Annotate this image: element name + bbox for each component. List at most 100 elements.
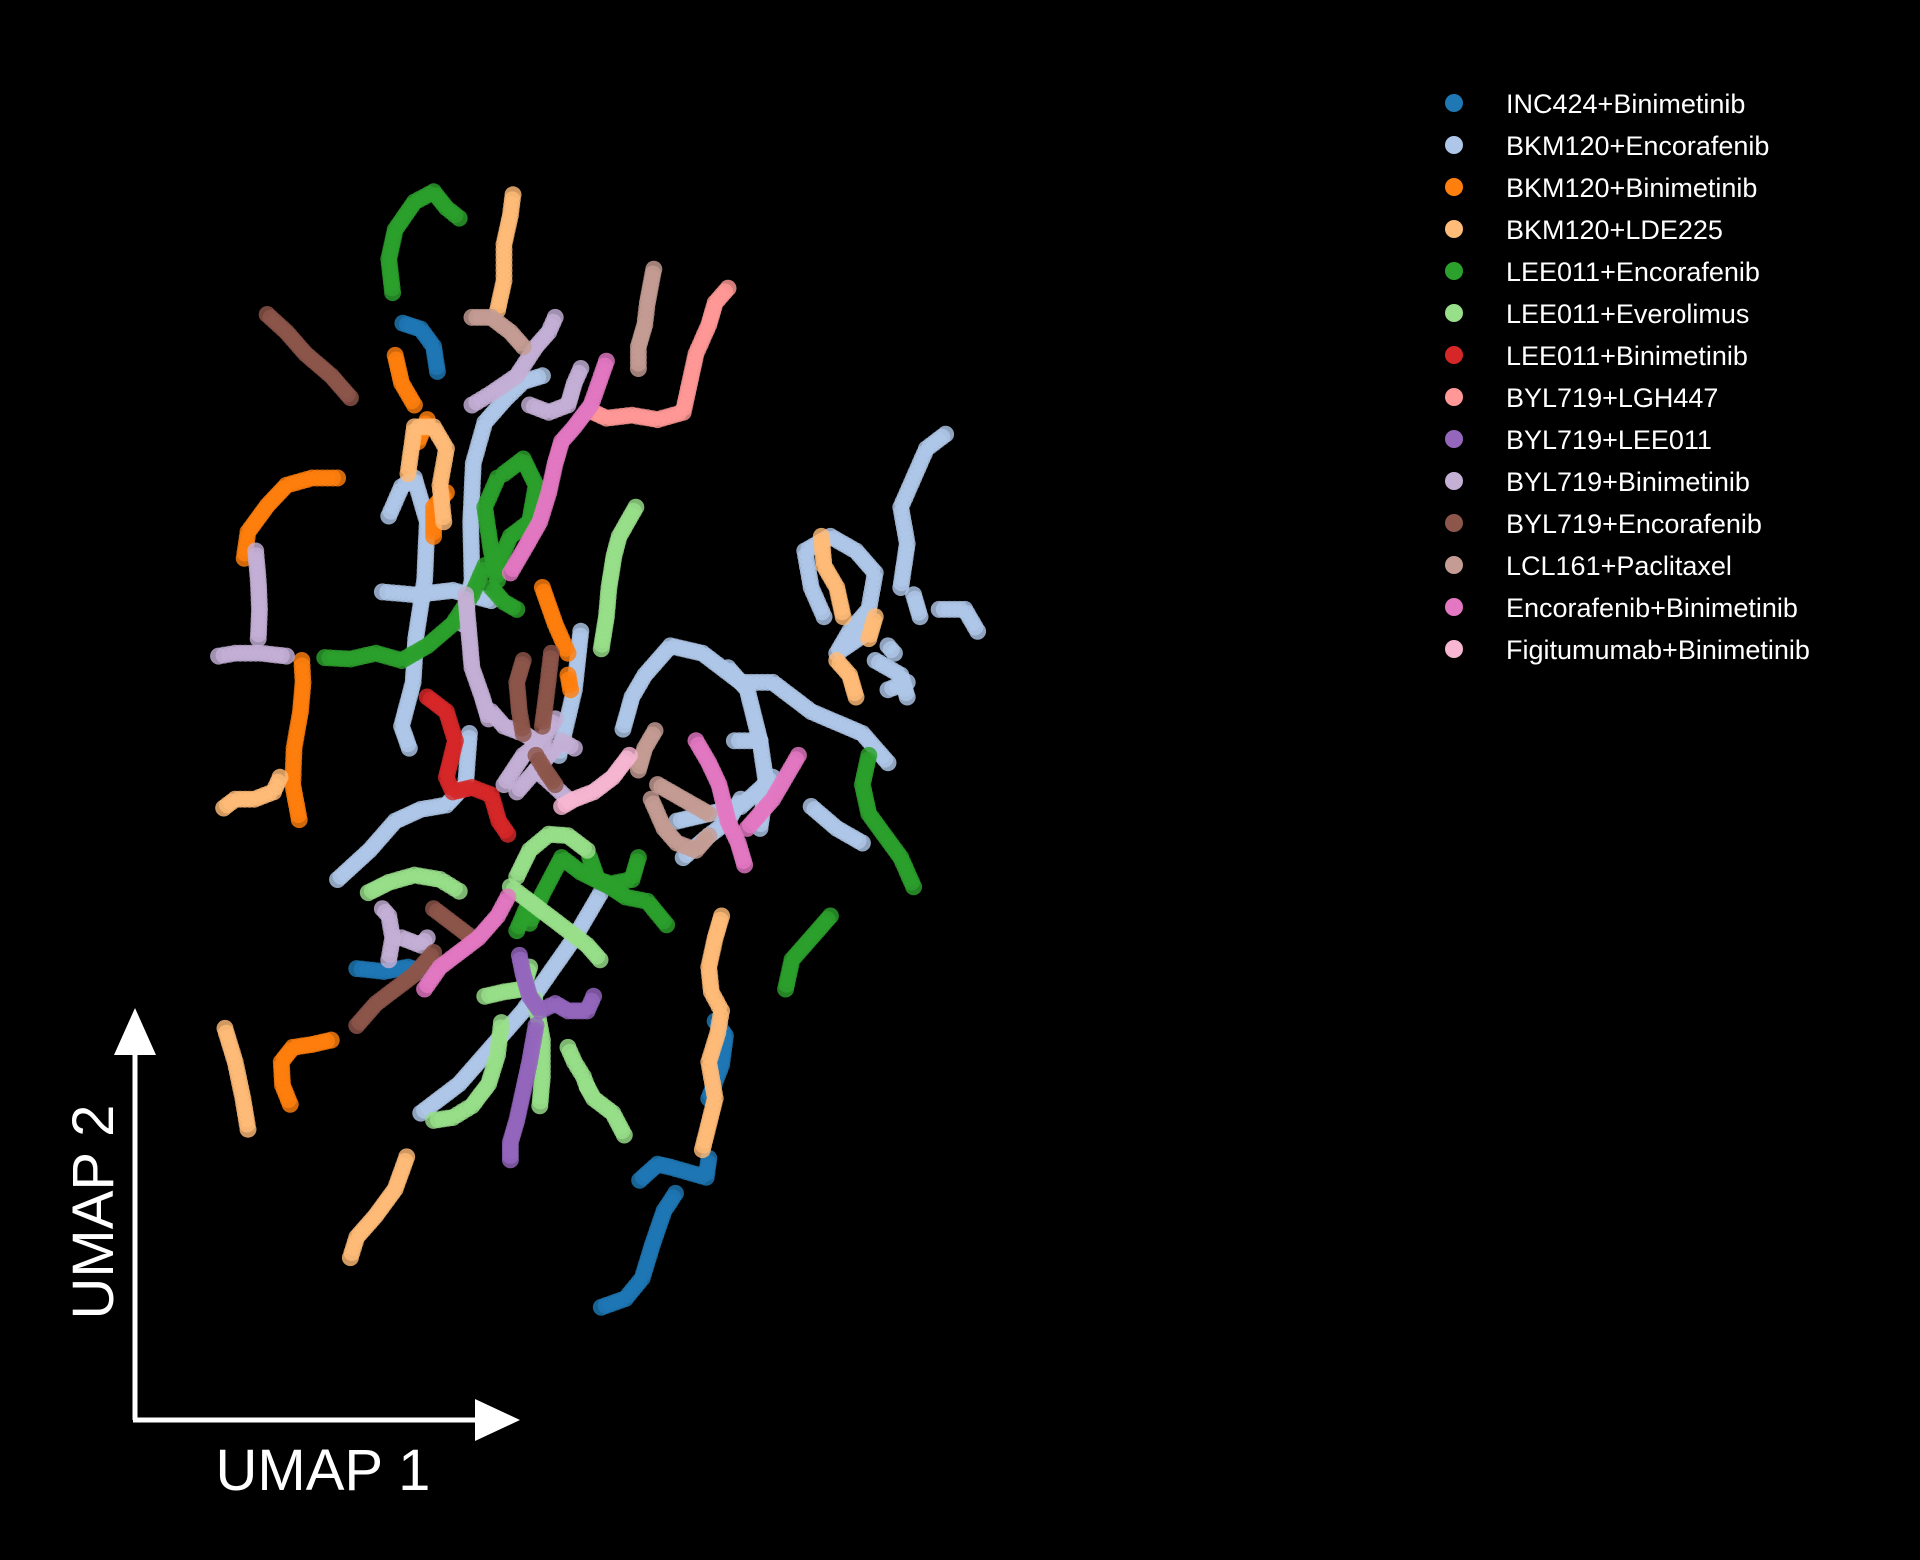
data-point — [398, 1148, 416, 1166]
data-point — [329, 469, 347, 487]
data-point — [898, 688, 916, 706]
data-point — [425, 944, 443, 961]
data-point — [719, 279, 737, 297]
legend: INC424+Binimetinib BKM120+Encorafenib BKM1… — [1445, 89, 1810, 665]
series-13 — [553, 746, 638, 815]
legend-item: Figitumumab+Binimetinib — [1445, 635, 1810, 665]
legend-item: LEE011+Encorafenib — [1445, 257, 1760, 287]
data-point — [293, 652, 311, 669]
data-point — [821, 907, 839, 925]
data-point — [499, 825, 517, 843]
data-point — [562, 681, 580, 699]
data-point — [380, 951, 398, 969]
legend-item: BYL719+LEE011 — [1445, 425, 1712, 455]
legend-label: BYL719+Binimetinib — [1506, 467, 1750, 497]
series-3 — [215, 186, 884, 1267]
data-point — [751, 732, 769, 750]
data-point — [627, 498, 645, 516]
legend-item: BKM120+Encorafenib — [1445, 131, 1769, 161]
series-5 — [359, 498, 645, 1144]
legend-label: LEE011+Everolimus — [1506, 299, 1749, 329]
umap2-arrow-head — [114, 1008, 156, 1055]
legend-marker — [1445, 136, 1463, 154]
data-point — [341, 389, 359, 407]
legend-marker — [1445, 388, 1463, 406]
series-6 — [418, 688, 517, 843]
legend-item: Encorafenib+Binimetinib — [1445, 593, 1798, 623]
legend-item: LCL161+Paclitaxel — [1445, 551, 1732, 581]
data-point — [879, 681, 897, 699]
data-point — [239, 1120, 257, 1138]
data-point — [542, 644, 560, 662]
data-point — [578, 841, 596, 859]
legend-marker — [1445, 346, 1463, 364]
data-point — [428, 362, 446, 380]
data-point — [499, 888, 517, 906]
legend-item: BKM120+Binimetinib — [1445, 173, 1757, 203]
legend-item: BYL719+LGH447 — [1445, 383, 1718, 413]
legend-label: INC424+Binimetinib — [1506, 89, 1745, 119]
data-point — [546, 308, 564, 326]
legend-label: LCL161+Paclitaxel — [1506, 551, 1732, 581]
legend-marker — [1445, 472, 1463, 490]
series-10 — [258, 306, 564, 1034]
data-point — [789, 746, 807, 764]
data-point — [277, 647, 295, 665]
data-point — [508, 922, 526, 940]
data-point — [546, 776, 564, 794]
legend-marker — [1445, 430, 1463, 448]
data-point — [460, 725, 478, 742]
legend-marker — [1445, 598, 1463, 616]
legend-label: BYL719+LGH447 — [1506, 383, 1718, 413]
data-point — [892, 579, 910, 596]
data-point — [853, 834, 871, 852]
data-point — [425, 527, 443, 545]
data-point — [930, 600, 948, 618]
data-point — [597, 352, 615, 370]
scatter-points — [210, 183, 987, 1316]
data-point — [501, 1151, 519, 1169]
data-point — [620, 746, 638, 764]
legend-item: LEE011+Everolimus — [1445, 299, 1749, 329]
data-point — [418, 929, 436, 947]
umap-axes: UMAP 1 UMAP 2 — [61, 1008, 520, 1503]
data-point — [905, 586, 923, 604]
data-point — [514, 652, 532, 669]
data-point — [834, 608, 852, 626]
legend-item: INC424+Binimetinib — [1445, 89, 1745, 119]
data-point — [450, 882, 468, 900]
legend-marker — [1445, 304, 1463, 322]
data-point — [514, 338, 532, 356]
data-point — [885, 644, 903, 662]
legend-item: BYL719+Binimetinib — [1445, 467, 1750, 497]
data-point — [559, 644, 577, 662]
legend-label: BKM120+Encorafenib — [1506, 131, 1769, 161]
data-point — [866, 608, 884, 626]
legend-marker — [1445, 640, 1463, 658]
series-8 — [501, 946, 603, 1169]
legend-item: BYL719+Encorafenib — [1445, 509, 1762, 539]
legend-label: Encorafenib+Binimetinib — [1506, 593, 1798, 623]
data-point — [492, 1014, 510, 1032]
legend-marker — [1445, 220, 1463, 238]
legend-marker — [1445, 94, 1463, 112]
series-7 — [585, 279, 737, 429]
legend-label: BYL719+LEE011 — [1506, 425, 1712, 455]
legend-marker — [1445, 262, 1463, 280]
data-point — [572, 360, 590, 377]
data-point — [646, 722, 664, 740]
data-point — [591, 951, 609, 969]
data-point — [629, 849, 647, 867]
data-point — [585, 987, 603, 1005]
data-point — [713, 907, 731, 925]
data-point — [736, 856, 754, 874]
data-point — [700, 827, 718, 845]
data-point — [905, 878, 923, 896]
data-point — [531, 1097, 549, 1115]
legend-label: BKM120+LDE225 — [1506, 215, 1723, 245]
series-12 — [416, 352, 807, 998]
legend-marker — [1445, 178, 1463, 196]
data-point — [847, 688, 865, 706]
